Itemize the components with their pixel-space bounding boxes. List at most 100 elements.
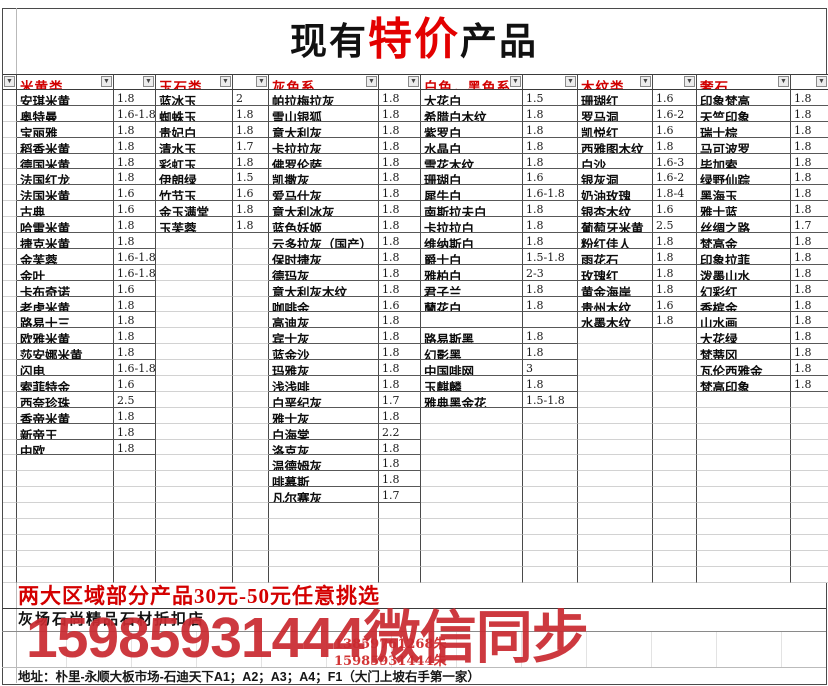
product-name-cell: 贵州木纹 — [578, 296, 653, 313]
product-name-cell — [697, 439, 791, 456]
product-name-cell: 卡拉拉白 — [421, 217, 523, 234]
product-name-cell: 蓝金沙 — [269, 344, 379, 361]
product-name: 君子兰 — [424, 285, 462, 297]
price-cell: 2.5 — [653, 217, 697, 234]
price-value: 1.8 — [236, 203, 254, 217]
product-name-cell: 梵蒂冈 — [697, 344, 791, 361]
price-cell — [523, 423, 578, 440]
price-value: 1.6 — [656, 298, 674, 312]
filter-dropdown-button[interactable]: ▼ — [366, 76, 377, 87]
product-name-cell: 中欧 — [17, 439, 114, 456]
price-value: 1.8 — [382, 107, 400, 121]
product-name-cell: 西雅图木纹 — [578, 137, 653, 154]
product-name: 伊朗绿 — [159, 174, 197, 186]
product-name-cell: 君子兰 — [421, 280, 523, 297]
product-name: 浅浅啡 — [272, 381, 310, 392]
row-header-cell — [3, 280, 17, 297]
product-name-cell — [578, 328, 653, 345]
price-value: 1.8 — [794, 203, 812, 217]
product-name: 玫瑰红 — [581, 269, 619, 281]
product-name-cell — [17, 455, 114, 472]
product-name-cell — [578, 550, 653, 567]
price-value: 1.8 — [794, 187, 812, 201]
filter-dropdown-button[interactable]: ▼ — [220, 76, 231, 87]
price-cell — [653, 391, 697, 408]
price-cell: 1.8 — [791, 344, 828, 361]
product-name-cell — [421, 455, 523, 472]
product-name-cell: 洛克灰 — [269, 439, 379, 456]
price-value: 2 — [236, 92, 243, 105]
price-cell: 3 — [523, 360, 578, 377]
filter-dropdown-button[interactable]: ▼ — [778, 76, 789, 87]
product-name-cell: 雅典黑金花 — [421, 391, 523, 408]
filter-dropdown-button[interactable]: ▼ — [143, 76, 154, 87]
price-cell: 1.6 — [114, 185, 156, 202]
price-cell: 1.8 — [791, 137, 828, 154]
filter-dropdown-button[interactable]: ▼ — [101, 76, 112, 87]
price-header-2: ▼ — [379, 74, 421, 90]
price-cell: 1.8 — [791, 376, 828, 392]
price-cell: 1.8 — [379, 328, 421, 345]
product-name: 梵高印象 — [700, 381, 751, 392]
price-cell: 1.8 — [379, 137, 421, 154]
product-name: 白垩纪灰 — [272, 396, 323, 408]
product-name-cell: 稻香米黄 — [17, 137, 114, 154]
title-suffix: 产品 — [460, 22, 538, 63]
price-cell: 1.6 — [233, 185, 269, 202]
product-name-cell: 奥特曼 — [17, 105, 114, 122]
price-cell: 1.8 — [114, 153, 156, 170]
price-value: 1.8 — [236, 155, 254, 169]
product-name: 黑海玉 — [700, 190, 738, 202]
price-value: 1.8 — [656, 314, 674, 328]
price-value: 2-3 — [526, 266, 544, 280]
row-header-cell — [3, 487, 17, 504]
product-name: 梵高金 — [700, 238, 738, 249]
product-name-cell — [17, 503, 114, 520]
product-name: 雅士灰 — [272, 412, 310, 424]
product-name-cell — [578, 471, 653, 488]
price-value: 2.5 — [656, 219, 674, 233]
filter-dropdown-button[interactable]: ▼ — [565, 76, 576, 87]
product-name: 雨花石 — [581, 253, 619, 265]
product-name-cell — [269, 566, 379, 583]
product-name: 卡拉拉白 — [424, 222, 475, 234]
filter-dropdown-button[interactable]: ▼ — [256, 76, 267, 87]
price-value: 1.8 — [117, 409, 135, 423]
price-cell — [233, 407, 269, 424]
price-cell — [791, 566, 828, 583]
price-value: 1.8 — [117, 441, 135, 455]
price-cell: 1.6-1.8 — [114, 248, 156, 265]
product-name-cell: 捷克米黄 — [17, 233, 114, 249]
price-value: 1.8 — [117, 346, 135, 360]
product-name-cell: 彩虹玉 — [156, 153, 233, 170]
price-cell — [233, 503, 269, 520]
product-name-cell: 印象拉菲 — [697, 248, 791, 265]
product-name-cell: 西奈珍珠 — [17, 391, 114, 408]
price-cell — [653, 534, 697, 551]
price-value: 1.6 — [117, 282, 135, 296]
product-name-cell — [156, 407, 233, 424]
product-name-cell: 奶油玫瑰 — [578, 185, 653, 202]
chevron-down-icon: ▼ — [6, 78, 13, 85]
product-name-cell — [17, 550, 114, 567]
category-header-label: 玉石类 — [159, 80, 203, 90]
price-cell: 1.6 — [653, 296, 697, 313]
filter-dropdown-button[interactable]: ▼ — [640, 76, 651, 87]
product-name-cell: 蓝色妖姬 — [269, 217, 379, 234]
filter-dropdown-button[interactable]: ▼ — [4, 76, 15, 87]
filter-dropdown-button[interactable]: ▼ — [816, 76, 827, 87]
row-header-cell — [3, 534, 17, 551]
filter-dropdown-button[interactable]: ▼ — [510, 76, 521, 87]
product-name-cell: 玉芙蓉 — [156, 217, 233, 234]
product-name-cell: 玉麒麟 — [421, 376, 523, 392]
price-cell — [791, 407, 828, 424]
price-cell: 1.6 — [114, 376, 156, 392]
filter-dropdown-button[interactable]: ▼ — [684, 76, 695, 87]
product-name-cell: 啡慕斯 — [269, 471, 379, 488]
price-value: 1.8 — [382, 441, 400, 455]
product-name-cell: 蜘蛛玉 — [156, 105, 233, 122]
product-name-cell — [156, 233, 233, 249]
row-header-cell — [3, 217, 17, 234]
category-header-label: 米黄类 — [20, 80, 64, 90]
filter-dropdown-button[interactable]: ▼ — [408, 76, 419, 87]
